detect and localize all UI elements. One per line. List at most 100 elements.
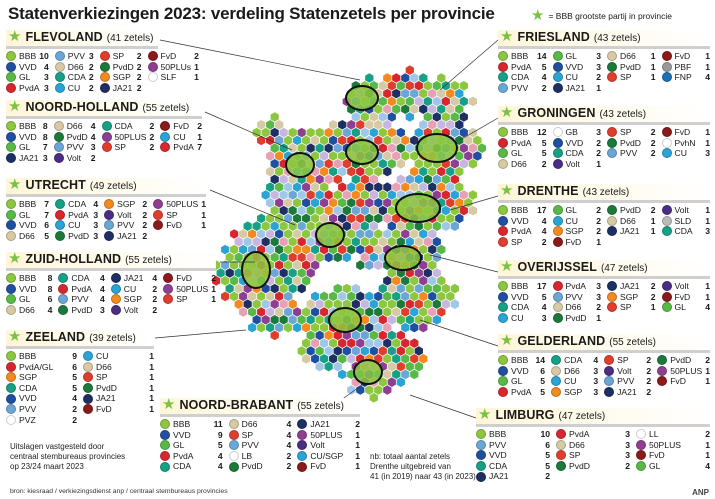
party-color-dot [636,429,646,440]
party-color-dot [147,51,158,62]
party-seats: 1 [705,365,710,376]
party-name: CU [674,148,687,159]
party-seats: 2 [541,82,547,93]
province-header: ★ NOORD-BRABANT (55 zetels) [160,397,360,417]
party-color-dot [6,51,16,62]
party-entry: BBB 7 [6,199,49,210]
party-entry: VVD 4 [6,62,49,73]
party-list: BBB 14 CDA 4 SP 2 PvdD 2 VVD 6 D66 3 Volt 2 50PLUS 1 GL 5… [498,355,710,398]
party-color-dot [661,127,672,138]
note-left-line: centraal stembureaus provincies [10,452,126,461]
party-entry: CU 3 [661,148,710,159]
party-entry: CU 3 [551,376,598,387]
party-entry: PvdA 5 [498,62,547,73]
hex-cell [373,290,384,303]
province-seats: (55 zetels) [142,103,190,114]
party-seats: 3 [43,72,49,83]
party-name: PvdA [511,61,532,72]
party-name: FvD [176,273,192,283]
party-seats: 2 [152,304,158,315]
party-seats: 2 [88,61,94,72]
party-entry: 50PLUS 1 [657,366,710,377]
party-name: VVD [173,429,191,440]
party-color-dot [83,393,93,404]
province-seats: (43 zetels) [599,109,647,120]
party-color-dot [498,387,508,398]
party-seats: 1 [201,220,206,231]
party-entry: FvD 2 [163,273,216,284]
hex-cell [247,321,258,334]
party-name: CDA [511,302,530,313]
party-name: SGP [117,199,136,209]
party-list: BBB 10 PVV 3 SP 2 FvD 2 VVD 4 D66 2 PvdD 2 50PLUs 1 GL 3 C… [6,51,199,94]
source-note: bron: kiesraad / verkiezingsdienst anp /… [10,488,228,495]
party-entry: D66 2 [498,159,547,170]
party-seats: 1 [650,61,656,72]
party-entry: Volt 1 [661,281,710,292]
party-name: PVV [511,82,529,93]
party-entry: GL 6 [6,294,52,305]
party-color-dot [498,365,508,376]
party-color-dot [661,291,672,302]
hex-cell [395,158,406,170]
party-color-dot [228,429,239,440]
party-color-dot [476,450,486,461]
party-name: PvdD [71,304,93,315]
party-seats: 2 [650,137,656,148]
party-color-dot [552,159,563,170]
province-header: ★ DRENTHE (43 zetels) [498,183,710,203]
party-entry: PVV 4 [228,440,291,451]
party-color-dot [83,383,93,394]
party-entry: PVV 2 [607,148,656,159]
party-name: CDA [511,72,530,83]
party-seats: 2 [286,450,292,461]
party-seats: 1 [596,158,601,169]
party-entry: CU 1 [83,351,154,362]
province-header: ★ FLEVOLAND (41 zetels) [6,29,158,49]
party-entry: JA21 1 [83,393,154,404]
party-name: LB [241,450,253,461]
party-seats: 1 [596,82,601,93]
party-entry: SP 4 [228,429,291,441]
party-name: FvD [160,51,177,61]
party-entry: PvdA/GL 6 [6,362,77,373]
party-color-dot [552,137,563,148]
party-color-dot [228,451,239,462]
hex-cell [341,251,352,264]
party-seats: 1 [149,372,154,383]
party-color-dot [498,291,508,302]
party-color-dot [54,83,65,94]
legend-text: = BBB grootste partij in provincie [548,11,673,21]
party-seats: 3 [93,230,99,241]
party-entry: JA21 2 [607,281,656,292]
hex-cell [467,204,478,217]
party-name: FvD [674,51,691,61]
party-entry: JA21 3 [6,153,48,164]
party-name: PBF [674,61,692,72]
party-seats: 2 [90,152,96,163]
party-entry: PVV 3 [54,51,94,62]
party-entry: CU 2 [552,216,601,227]
party-entry: 50PLUS 1 [636,440,710,451]
party-seats: 4 [705,72,710,83]
party-entry: JA21 2 [99,83,142,94]
party-color-dot [83,372,93,383]
party-seats: 5 [545,460,550,471]
party-entry: VVD 9 [160,430,223,441]
party-seats: 3 [43,82,49,93]
party-seats: 2 [650,291,656,302]
party-color-dot [661,205,672,216]
party-entry: VVD 6 [6,220,49,231]
party-color-dot [476,461,486,472]
party-list: BBB 17 PvdA 3 JA21 2 Volt 1 VVD 5 PVV 3 SGP 2 FvD 1 CDA 4… [498,281,710,324]
party-name: VVD [511,291,529,302]
party-seats: 2 [650,205,656,215]
party-color-dot [55,220,66,231]
party-name: SP [166,209,178,220]
party-entry: CDA 5 [6,383,77,394]
party-name: CDA [114,121,133,131]
star-icon: ★ [8,98,22,115]
star-icon: ★ [500,258,514,275]
party-entry: PBF 1 [661,61,710,73]
party-seats: 1 [149,393,154,404]
